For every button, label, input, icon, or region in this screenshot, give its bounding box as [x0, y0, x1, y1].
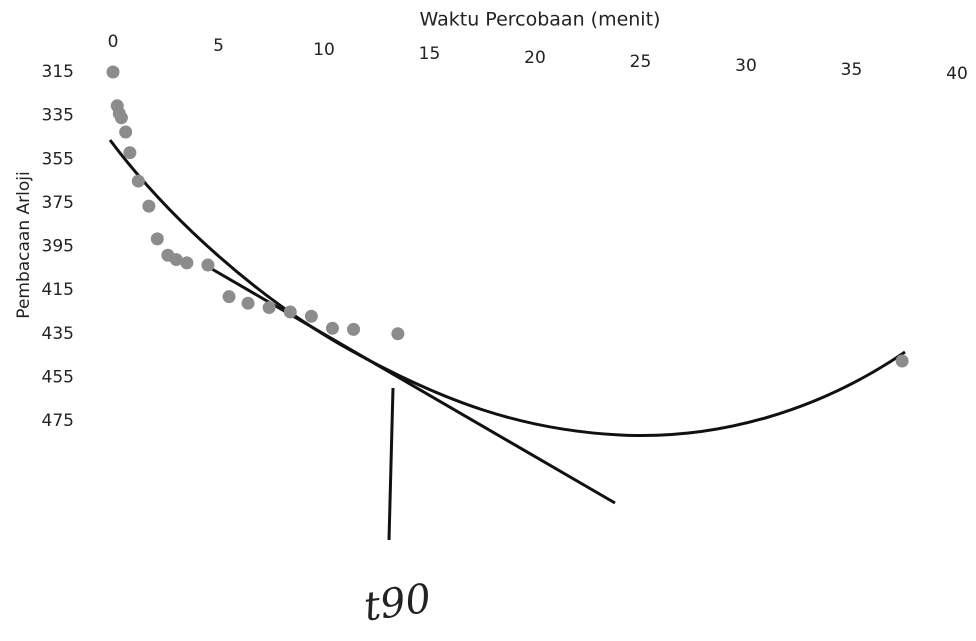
y-tick-label: 335 [42, 106, 74, 126]
data-point [325, 321, 339, 335]
y-tick-label: 435 [42, 324, 74, 344]
y-tick-label: 475 [42, 411, 74, 431]
data-point [150, 232, 164, 246]
data-point [283, 305, 297, 319]
x-tick-label: 25 [630, 52, 652, 72]
annotation: t90 [361, 576, 434, 631]
data-point [391, 327, 405, 341]
y-tick-label: 395 [42, 237, 74, 257]
x-tick-label: 30 [735, 56, 757, 76]
data-point [222, 290, 236, 304]
data-point [114, 111, 128, 125]
data-point [304, 309, 318, 323]
data-point [241, 296, 255, 310]
data-point [142, 199, 156, 213]
data-point [169, 253, 183, 267]
x-tick-label: 40 [946, 64, 968, 84]
data-point [119, 125, 133, 139]
y-tick-label: 355 [42, 149, 74, 169]
data-point [106, 65, 120, 79]
y-tick-label: 375 [42, 193, 74, 213]
y-axis-label: Pembacaan Arloji [14, 171, 34, 318]
data-point [180, 256, 194, 270]
x-tick-label: 10 [313, 40, 335, 60]
data-point [895, 354, 909, 368]
x-tick-label: 20 [524, 48, 546, 68]
y-tick-label: 455 [42, 367, 74, 387]
data-point [347, 322, 361, 336]
t90-marker [387, 387, 395, 541]
x-tick-label: 35 [841, 60, 863, 80]
x-tick-label: 0 [108, 32, 119, 52]
fitted-curve [108, 139, 906, 438]
y-tick-label: 415 [42, 280, 74, 300]
chart-title: Waktu Percobaan (menit) [420, 9, 661, 31]
x-tick-label: 5 [213, 36, 224, 56]
x-tick-label: 15 [419, 44, 441, 64]
data-point [262, 301, 276, 315]
y-tick-label: 315 [42, 62, 74, 82]
data-point [131, 174, 145, 188]
data-point [201, 258, 215, 272]
data-point [123, 146, 137, 160]
tangent-line [204, 263, 616, 505]
